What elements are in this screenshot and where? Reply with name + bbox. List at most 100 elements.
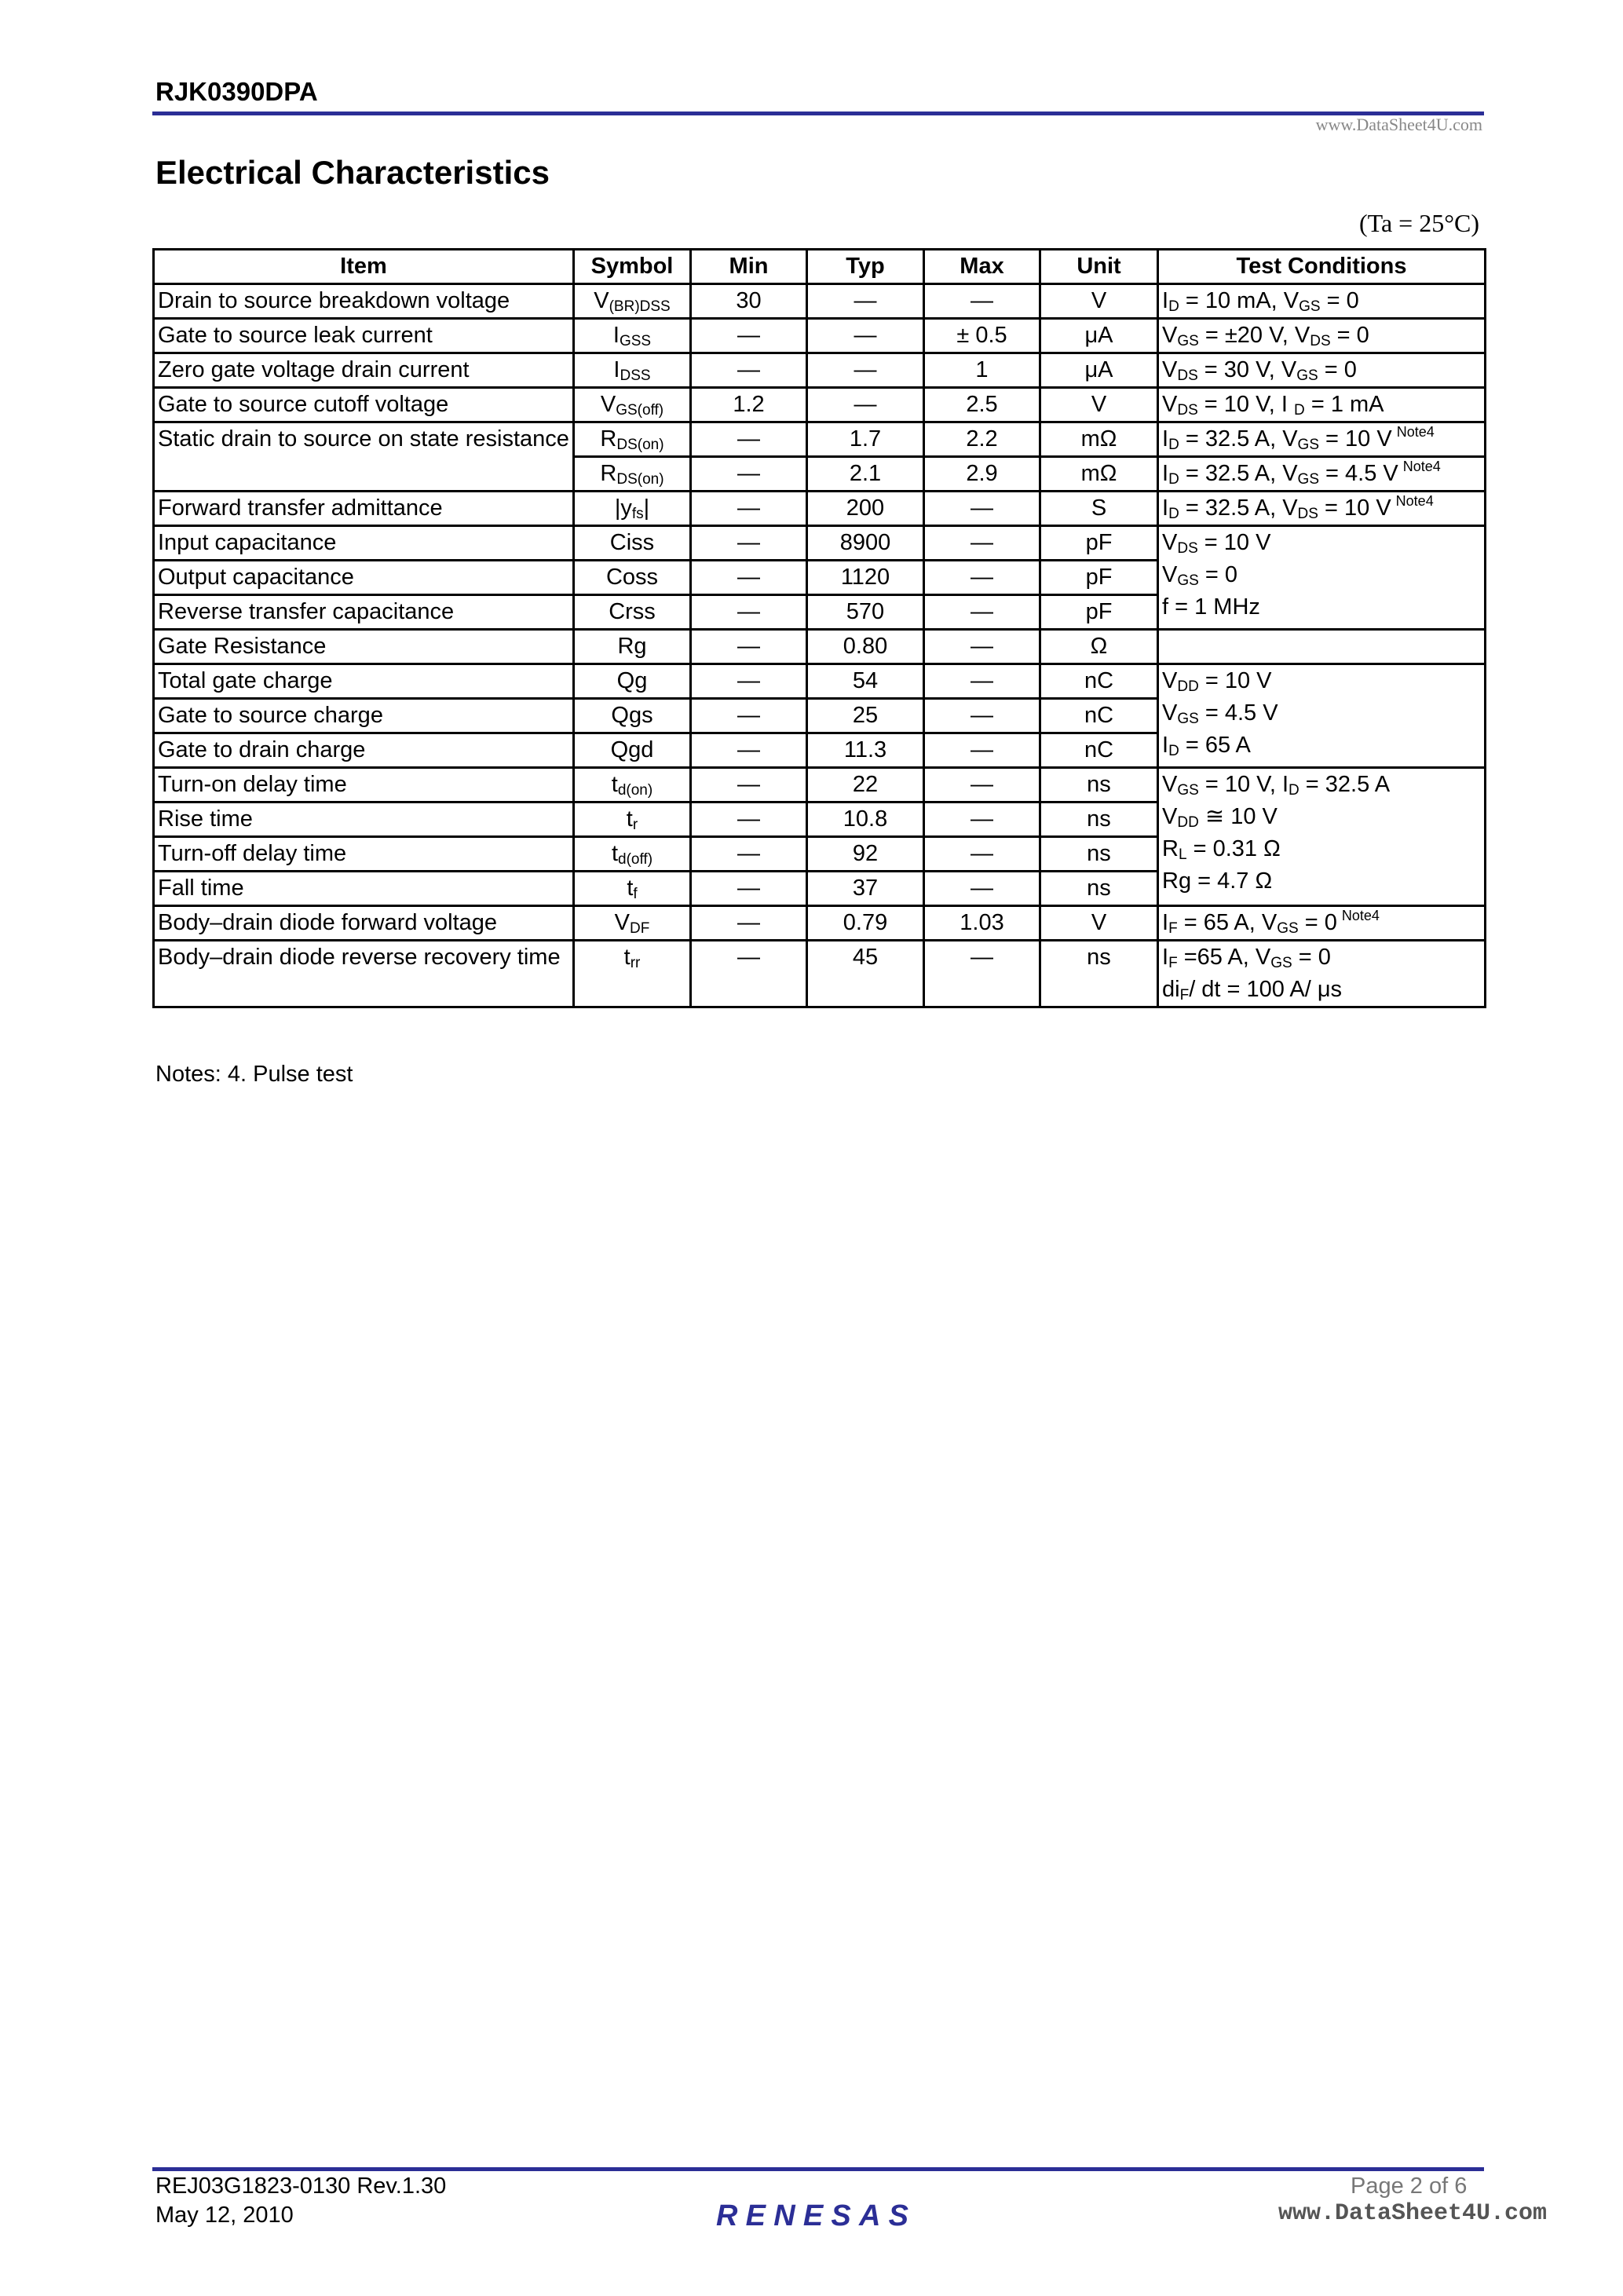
subscript: L <box>1178 846 1187 863</box>
test-conditions-cell <box>1157 628 1486 665</box>
unit-cell: ns <box>1039 766 1159 803</box>
symbol-cell: RDS(on) <box>572 455 692 492</box>
subscript: GS <box>1299 298 1321 315</box>
subscript: D <box>1168 437 1179 453</box>
condition-line: diF/ dt = 100 A/ μs <box>1162 977 1343 1004</box>
typ-cell: — <box>806 317 925 354</box>
subscript: GS <box>1277 920 1299 937</box>
symbol-cell: Ciss <box>572 525 692 561</box>
item-cell: Body–drain diode reverse recovery time <box>152 939 575 1008</box>
table-row: Output capacitance Coss —1120— pF <box>152 559 1486 596</box>
table-row: Turn-on delay time td(on) —22— ns VGS = 10 V… <box>152 766 1486 907</box>
notes: Notes: 4. Pulse test <box>155 1062 353 1087</box>
condition-line: ID = 10 mA, VGS = 0 <box>1162 288 1359 315</box>
max-cell: — <box>923 594 1041 631</box>
symbol-subscript: d(on) <box>617 782 653 799</box>
max-cell: — <box>923 870 1041 907</box>
subscript: D <box>1168 298 1179 315</box>
typ-cell: 37 <box>806 870 925 907</box>
table-row: Gate Resistance Rg —0.80— Ω <box>152 628 1486 665</box>
max-cell: — <box>923 766 1041 803</box>
unit-cell: μA <box>1039 317 1159 354</box>
condition-line: IF =65 A, VGS = 0 <box>1162 945 1331 971</box>
unit-cell: V <box>1039 386 1159 423</box>
subscript: GS <box>1177 782 1199 799</box>
symbol-cell: trr <box>572 939 692 1008</box>
column-header: Typ <box>806 248 925 285</box>
symbol-subscript: f <box>633 886 638 902</box>
part-number: RJK0390DPA <box>155 77 318 106</box>
max-cell: — <box>923 697 1041 734</box>
typ-cell: 54 <box>806 663 925 700</box>
typ-cell: 570 <box>806 594 925 631</box>
max-cell: 1.03 <box>923 905 1041 941</box>
min-cell: — <box>689 905 808 941</box>
min-cell: — <box>689 663 808 700</box>
table-row: Body–drain diode reverse recovery time tr… <box>152 939 1486 1008</box>
symbol-cell: td(off) <box>572 835 692 872</box>
condition-line: VDD = 10 V <box>1162 668 1272 695</box>
subscript: D <box>1289 782 1299 799</box>
subscript: DS <box>1177 540 1198 557</box>
typ-cell: 22 <box>806 766 925 803</box>
table-row: Gate to source charge Qgs —25— nC <box>152 697 1486 734</box>
symbol-cell: Qgd <box>572 732 692 769</box>
subscript: DS <box>1177 402 1198 419</box>
max-cell: — <box>923 283 1041 320</box>
column-header: Unit <box>1039 248 1159 285</box>
table-row: Gate to drain charge Qgd —11.3— nC <box>152 732 1486 769</box>
symbol-subscript: d(off) <box>618 851 653 868</box>
renesas-logo: RENESAS <box>716 2197 912 2236</box>
unit-cell: S <box>1039 490 1159 527</box>
unit-cell: nC <box>1039 697 1159 734</box>
subscript: F <box>1179 987 1190 1004</box>
typ-cell: 200 <box>806 490 925 527</box>
table-row: Body–drain diode forward voltage VDF —0.79… <box>152 905 1486 941</box>
condition-line: VGS = 10 V, ID = 32.5 A <box>1162 772 1391 799</box>
symbol-cell: Crss <box>572 594 692 631</box>
watermark-bottom[interactable]: www.DataSheet4U.com <box>1278 2200 1548 2227</box>
condition-line: VGS = 0 <box>1162 562 1237 589</box>
min-cell: — <box>689 870 808 907</box>
table-row: Gate to source leak current IGSS — — ± 0.5 μA… <box>152 317 1486 354</box>
symbol-cell: Coss <box>572 559 692 596</box>
item-cell: Fall time <box>152 870 575 907</box>
min-cell: — <box>689 594 808 631</box>
min-cell: 30 <box>689 283 808 320</box>
min-cell: — <box>689 352 808 389</box>
symbol-cell: td(on) <box>572 766 692 803</box>
subscript: GS <box>1177 572 1199 589</box>
test-conditions-cell: ID = 32.5 A, VGS = 10 V Note4 <box>1157 421 1486 458</box>
column-header: Test Conditions <box>1157 248 1486 285</box>
subscript: GS <box>1177 711 1199 727</box>
watermark-top[interactable]: www.DataSheet4U.com <box>1315 115 1482 134</box>
min-cell: 1.2 <box>689 386 808 423</box>
condition-line: ID = 32.5 A, VDS = 10 V Note4 <box>1162 493 1434 522</box>
min-cell: — <box>689 732 808 769</box>
condition-line: ID = 32.5 A, VGS = 4.5 V Note4 <box>1162 459 1441 488</box>
condition-line: VDS = 10 V, I D = 1 mA <box>1162 392 1384 419</box>
unit-cell: ns <box>1039 870 1159 907</box>
unit-cell: pF <box>1039 525 1159 561</box>
column-header: Max <box>923 248 1041 285</box>
min-cell: — <box>689 455 808 492</box>
note-reference: Note4 <box>1402 459 1441 474</box>
max-cell: ± 0.5 <box>923 317 1041 354</box>
min-cell: — <box>689 766 808 803</box>
typ-cell: 45 <box>806 939 925 1008</box>
test-conditions-cell: VGS = 10 V, ID = 32.5 A VDD ≅ 10 V RL = 0.… <box>1157 766 1486 907</box>
table-row: RDS(on) —2.1 2.9 mΩ ID = 32.5 A, VGS = 4.5 V… <box>154 455 1486 492</box>
note-reference: Note4 <box>1396 424 1435 440</box>
max-cell: — <box>923 628 1041 665</box>
table-row: Zero gate voltage drain current IDSS — —1 μA… <box>152 352 1486 389</box>
typ-cell: 0.79 <box>806 905 925 941</box>
typ-cell: 8900 <box>806 525 925 561</box>
subscript: GS <box>1297 437 1319 453</box>
unit-cell: ns <box>1039 939 1159 1008</box>
min-cell: — <box>689 559 808 596</box>
test-conditions-cell: VDD = 10 V VGS = 4.5 V ID = 65 A <box>1157 663 1486 769</box>
test-conditions-cell: VGS = ±20 V, VDS = 0 <box>1157 317 1486 354</box>
typ-cell: 0.80 <box>806 628 925 665</box>
table-row: Fall time tf —37— ns <box>152 870 1486 907</box>
